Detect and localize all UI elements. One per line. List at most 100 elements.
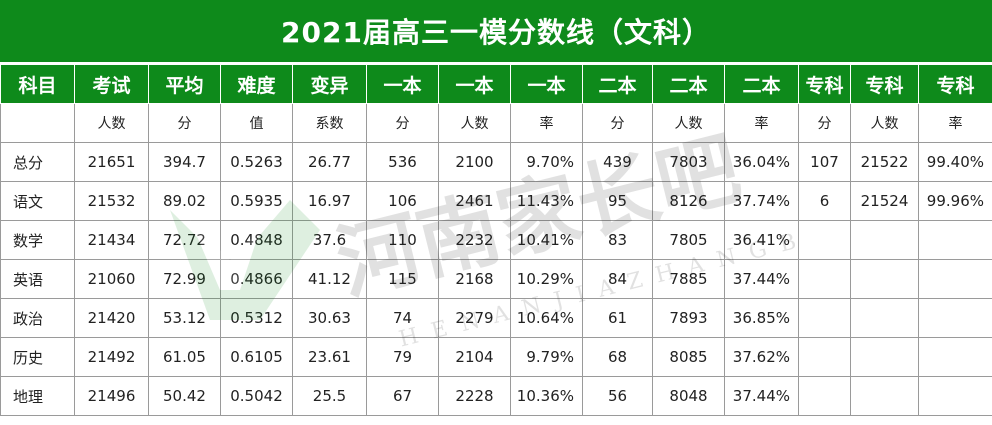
table-cell: 30.63	[292, 298, 367, 338]
table-cell: 36.04%	[724, 142, 799, 182]
column-subheader: 率	[918, 103, 992, 143]
table-cell: 21524	[850, 181, 919, 221]
table-cell: 536	[366, 142, 439, 182]
table-cell: 2168	[438, 259, 511, 299]
table-cell: 107	[798, 142, 851, 182]
table-cell: 72.99	[148, 259, 221, 299]
table-cell	[798, 259, 851, 299]
subject-cell: 数学	[0, 220, 75, 260]
table-cell: 7893	[652, 298, 725, 338]
table-cell: 6	[798, 181, 851, 221]
table-cell	[798, 298, 851, 338]
table-row: 语文 21532 89.02 0.5935 16.97 106 2461 11.43% 95 81…	[0, 181, 992, 221]
table-cell: 25.5	[292, 376, 367, 416]
table-cell: 21420	[74, 298, 149, 338]
table-cell: 37.44%	[724, 259, 799, 299]
column-subheader: 系数	[292, 103, 367, 143]
table-cell: 21060	[74, 259, 149, 299]
table-cell: 2104	[438, 337, 511, 377]
table-cell: 8085	[652, 337, 725, 377]
table-cell	[918, 259, 992, 299]
table-cell: 89.02	[148, 181, 221, 221]
table-cell: 21496	[74, 376, 149, 416]
subject-cell: 地理	[0, 376, 75, 416]
table-cell	[918, 337, 992, 377]
table-cell: 53.12	[148, 298, 221, 338]
table-cell: 83	[582, 220, 653, 260]
table-cell: 106	[366, 181, 439, 221]
table-cell: 7803	[652, 142, 725, 182]
column-header: 专科	[850, 64, 919, 104]
table-cell: 16.97	[292, 181, 367, 221]
column-header: 平均	[148, 64, 221, 104]
table-cell: 67	[366, 376, 439, 416]
table-cell: 10.36%	[510, 376, 583, 416]
column-header: 考试	[74, 64, 149, 104]
table-cell: 99.40%	[918, 142, 992, 182]
table-row: 数学 21434 72.72 0.4848 37.6 110 2232 10.41% 83 780…	[0, 220, 992, 260]
column-header: 一本	[510, 64, 583, 104]
table-cell: 2232	[438, 220, 511, 260]
table-cell: 115	[366, 259, 439, 299]
table-cell	[798, 376, 851, 416]
table-cell: 21651	[74, 142, 149, 182]
table-cell	[850, 376, 919, 416]
table-cell	[850, 259, 919, 299]
column-header: 二本	[652, 64, 725, 104]
table-cell: 11.43%	[510, 181, 583, 221]
column-subheader: 人数	[74, 103, 149, 143]
table-cell: 394.7	[148, 142, 221, 182]
table-cell: 2461	[438, 181, 511, 221]
header-row: 科目 考试 平均 难度 变异 一本 一本 一本 二本 二本 二本 专科 专科 专科	[0, 64, 992, 104]
table-cell: 0.6105	[220, 337, 293, 377]
table-cell: 50.42	[148, 376, 221, 416]
table-cell: 10.41%	[510, 220, 583, 260]
column-header: 一本	[366, 64, 439, 104]
table-title: 2021届高三一模分数线（文科）	[0, 0, 992, 64]
table-cell	[918, 298, 992, 338]
table-cell: 37.6	[292, 220, 367, 260]
table-cell	[850, 298, 919, 338]
column-subheader: 人数	[652, 103, 725, 143]
table-cell: 0.4866	[220, 259, 293, 299]
table-cell: 8126	[652, 181, 725, 221]
table-cell: 56	[582, 376, 653, 416]
subject-cell: 语文	[0, 181, 75, 221]
table-cell: 37.62%	[724, 337, 799, 377]
table-cell	[798, 337, 851, 377]
table-cell: 37.74%	[724, 181, 799, 221]
table-row: 地理 21496 50.42 0.5042 25.5 67 2228 10.36% 56 8048…	[0, 376, 992, 416]
column-subheader: 率	[510, 103, 583, 143]
column-subheader: 分	[148, 103, 221, 143]
table-cell: 36.41%	[724, 220, 799, 260]
table-cell: 7805	[652, 220, 725, 260]
table-cell	[918, 220, 992, 260]
column-header: 难度	[220, 64, 293, 104]
score-table: 科目 考试 平均 难度 变异 一本 一本 一本 二本 二本 二本 专科 专科 专科 人数分值系数分人数率分…	[0, 64, 992, 416]
table-cell: 84	[582, 259, 653, 299]
table-cell: 8048	[652, 376, 725, 416]
column-subheader: 人数	[438, 103, 511, 143]
table-cell: 439	[582, 142, 653, 182]
table-cell: 9.79%	[510, 337, 583, 377]
column-header: 专科	[918, 64, 992, 104]
table-cell: 0.5263	[220, 142, 293, 182]
table-cell: 23.61	[292, 337, 367, 377]
table-row: 历史 21492 61.05 0.6105 23.61 79 2104 9.79% 68 8085…	[0, 337, 992, 377]
column-subheader: 分	[366, 103, 439, 143]
table-cell: 10.64%	[510, 298, 583, 338]
column-subheader: 人数	[850, 103, 919, 143]
table-cell: 61	[582, 298, 653, 338]
subject-cell: 英语	[0, 259, 75, 299]
table-cell: 79	[366, 337, 439, 377]
column-header: 二本	[582, 64, 653, 104]
table-cell: 95	[582, 181, 653, 221]
column-header: 专科	[798, 64, 851, 104]
column-subheader: 分	[798, 103, 851, 143]
column-header: 变异	[292, 64, 367, 104]
table-cell: 68	[582, 337, 653, 377]
table-cell: 9.70%	[510, 142, 583, 182]
column-header: 一本	[438, 64, 511, 104]
table-row: 英语 21060 72.99 0.4866 41.12 115 2168 10.29% 84 78…	[0, 259, 992, 299]
column-header: 二本	[724, 64, 799, 104]
